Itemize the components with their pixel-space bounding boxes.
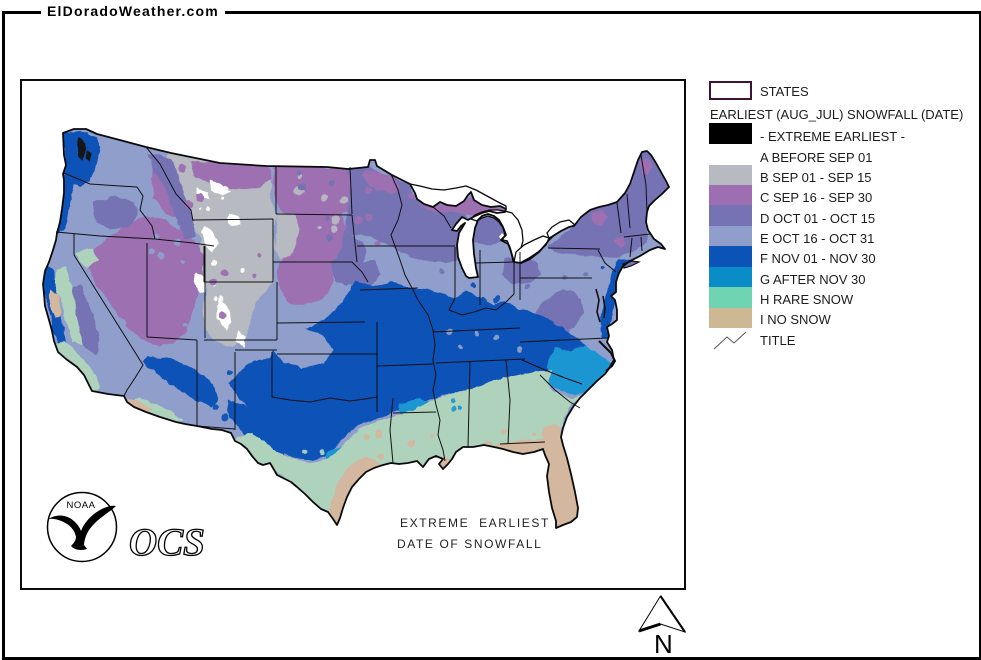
svg-text:NOAA: NOAA bbox=[67, 500, 96, 511]
